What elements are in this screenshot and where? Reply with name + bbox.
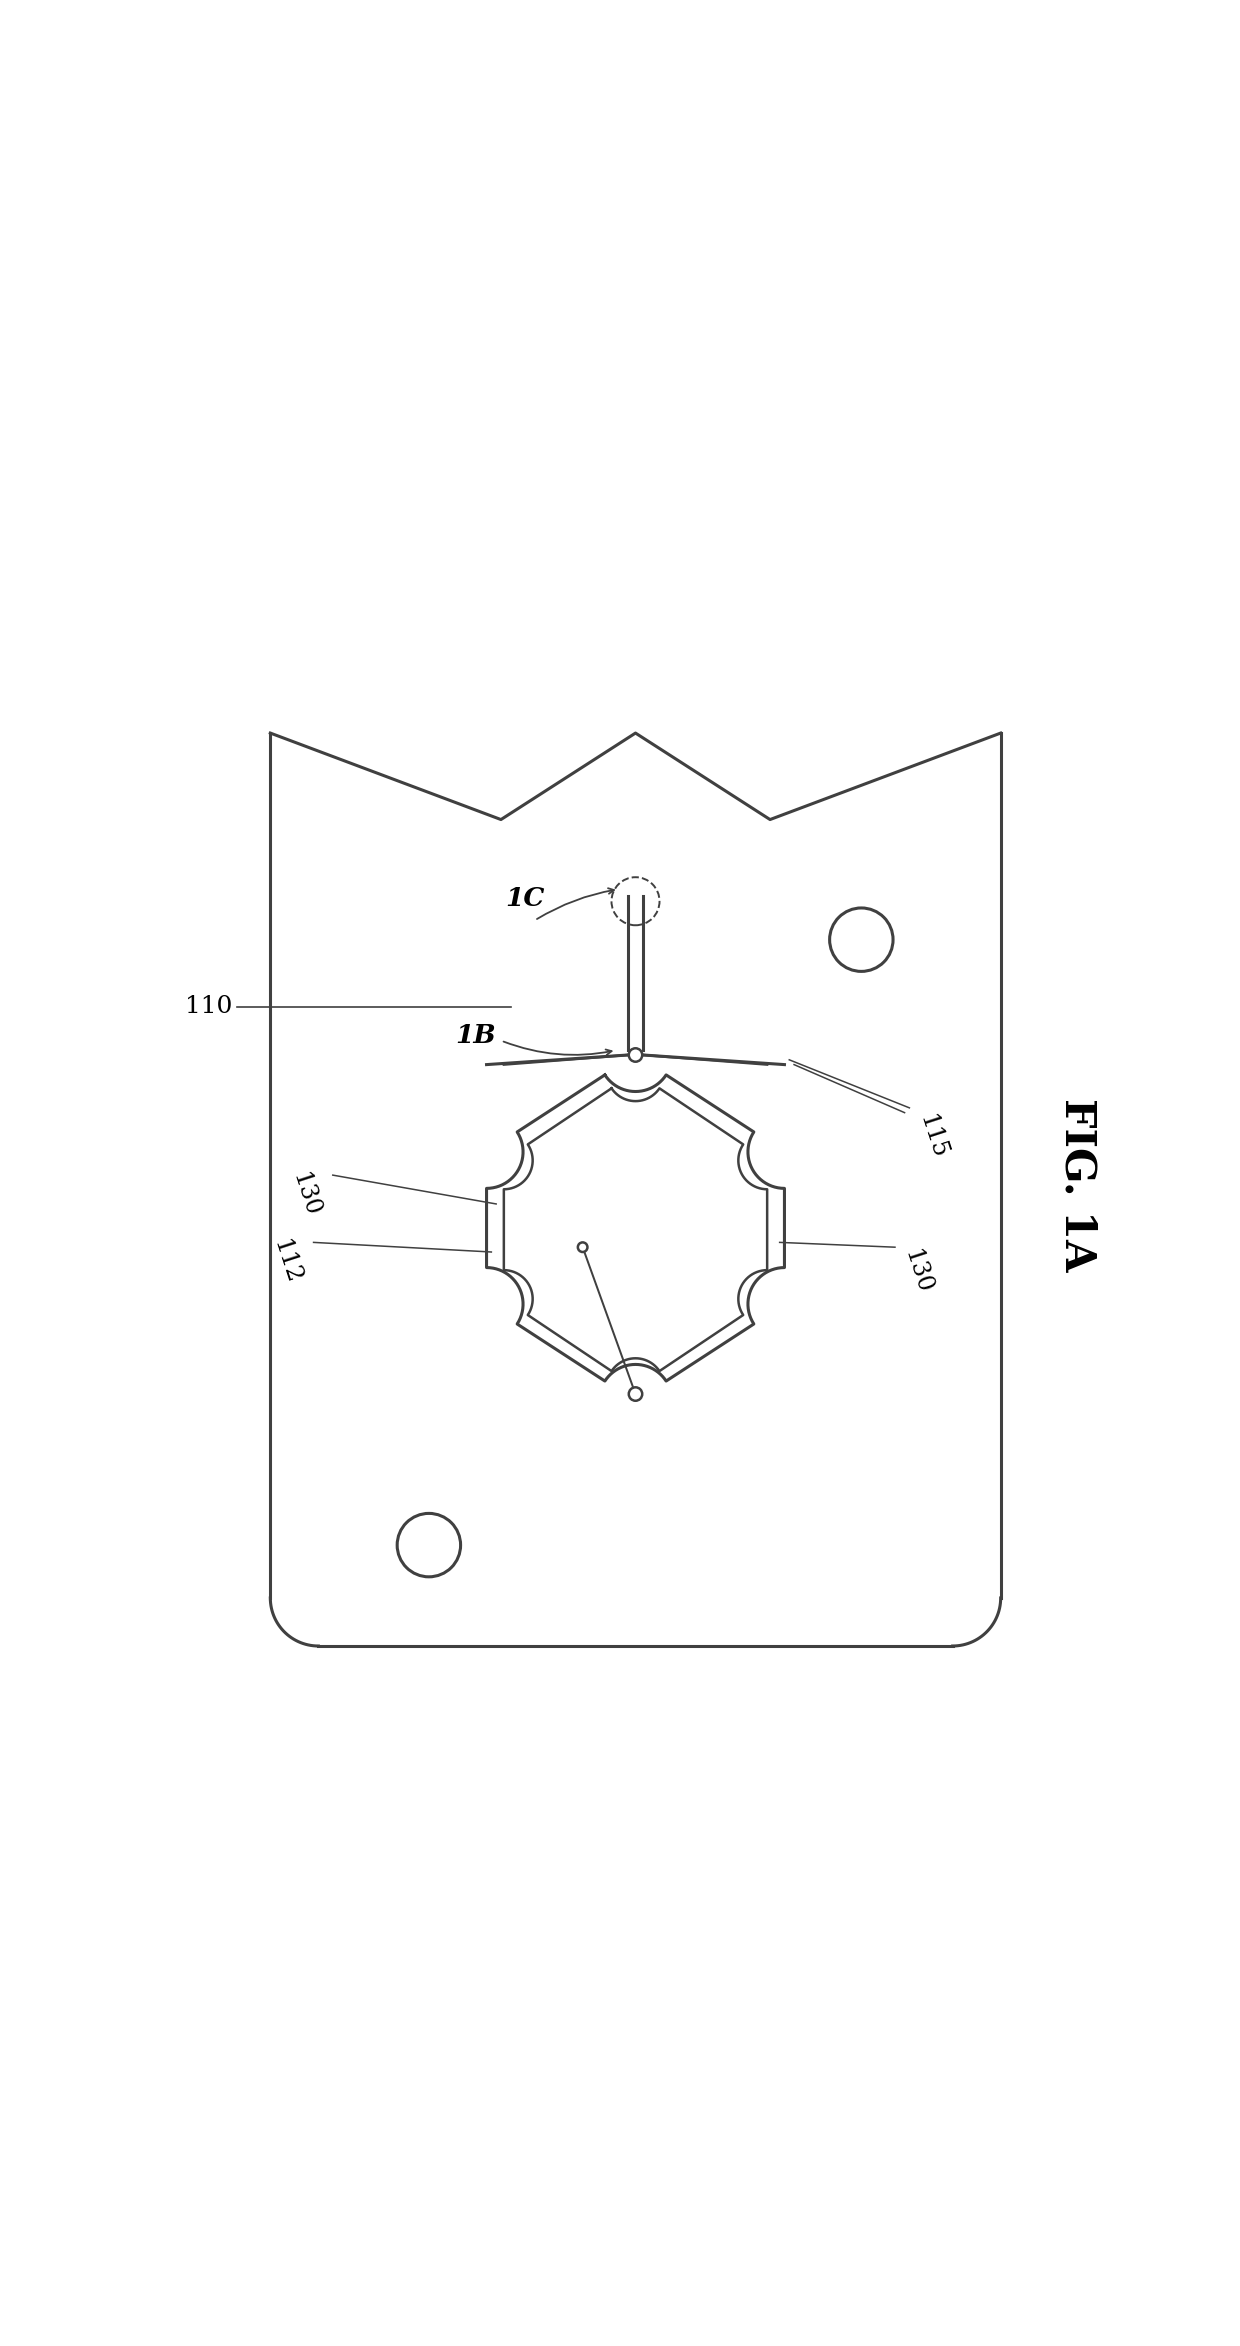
Text: FIG. 1A: FIG. 1A [1056, 1098, 1099, 1272]
Text: 112: 112 [268, 1236, 304, 1286]
Circle shape [397, 1513, 460, 1577]
Circle shape [629, 1386, 642, 1401]
Text: 130: 130 [900, 1246, 936, 1297]
Text: 1B: 1B [455, 1023, 496, 1049]
Text: 115: 115 [914, 1112, 950, 1161]
Text: 130: 130 [288, 1168, 324, 1220]
Circle shape [830, 908, 893, 971]
Text: 110: 110 [185, 995, 232, 1018]
Circle shape [629, 1049, 642, 1063]
Circle shape [578, 1243, 588, 1253]
Text: 1C: 1C [505, 887, 544, 910]
